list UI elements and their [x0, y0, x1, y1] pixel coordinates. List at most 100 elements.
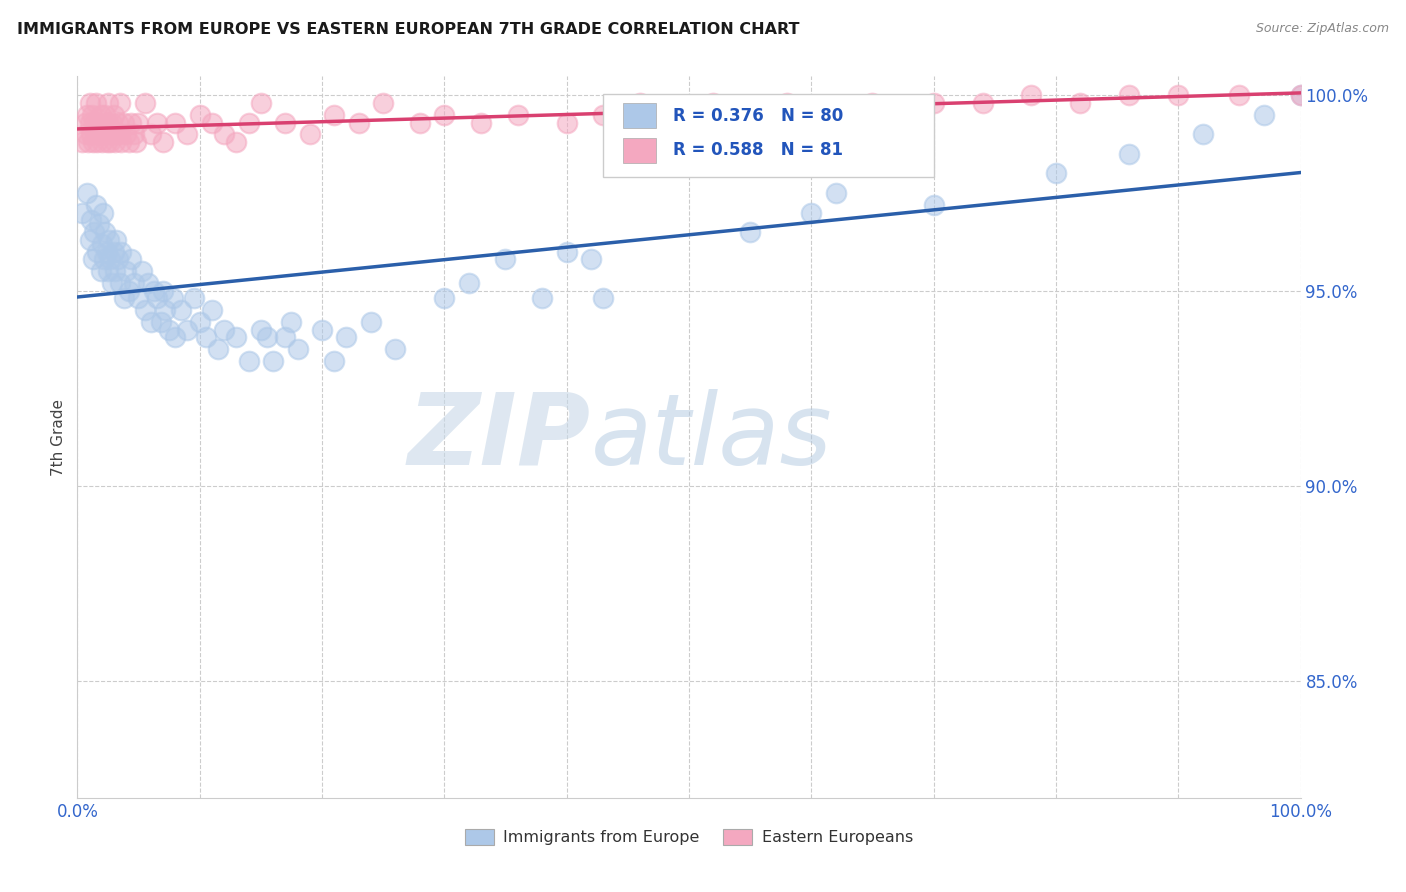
Point [100, 116, 122, 130]
Point [162, 292, 184, 306]
Point [98, 128, 121, 142]
Point [280, 315, 302, 329]
Point [225, 135, 247, 149]
Point [323, 108, 346, 122]
Point [922, 96, 945, 111]
Point [274, 330, 297, 344]
Point [134, 96, 156, 111]
Point [165, 330, 187, 344]
FancyBboxPatch shape [603, 94, 934, 177]
Point [457, 276, 479, 290]
Point [105, 128, 128, 142]
Point [86, 244, 108, 259]
Point [91, 116, 114, 130]
Point [740, 108, 762, 122]
Point [82, 135, 104, 149]
Point [98, 233, 121, 247]
Point [80, 108, 103, 122]
Point [76, 186, 98, 200]
Point [89, 128, 111, 142]
Point [702, 96, 724, 111]
Point [80, 213, 103, 227]
Point [108, 276, 131, 290]
Point [188, 315, 211, 329]
Point [740, 225, 762, 239]
Point [82, 252, 104, 267]
Point [506, 108, 529, 122]
Point [212, 128, 235, 142]
Point [170, 303, 193, 318]
Point [96, 135, 118, 149]
Point [105, 233, 128, 247]
Point [152, 135, 174, 149]
Point [155, 303, 177, 318]
Point [83, 225, 105, 239]
Point [122, 128, 145, 142]
Point [98, 135, 121, 149]
Point [125, 135, 148, 149]
Point [108, 96, 131, 111]
Point [1167, 88, 1189, 103]
Point [84, 197, 107, 211]
Point [238, 354, 260, 368]
Point [100, 276, 122, 290]
Point [433, 108, 456, 122]
Text: R = 0.376   N = 80: R = 0.376 N = 80 [673, 107, 844, 125]
Point [75, 128, 97, 142]
Point [79, 96, 101, 111]
Point [84, 96, 107, 111]
Point [212, 323, 235, 337]
Point [409, 116, 432, 130]
Point [89, 217, 111, 231]
Point [146, 116, 169, 130]
Point [157, 323, 180, 337]
Legend: Immigrants from Europe, Eastern Europeans: Immigrants from Europe, Eastern European… [458, 823, 920, 852]
Point [824, 186, 846, 200]
Point [90, 264, 112, 278]
Point [1191, 128, 1213, 142]
Point [862, 96, 884, 111]
Text: IMMIGRANTS FROM EUROPE VS EASTERN EUROPEAN 7TH GRADE CORRELATION CHART: IMMIGRANTS FROM EUROPE VS EASTERN EUROPE… [17, 22, 800, 37]
Point [176, 323, 198, 337]
Y-axis label: 7th Grade: 7th Grade [51, 399, 66, 475]
Point [592, 292, 614, 306]
Point [93, 128, 115, 142]
Point [1045, 166, 1067, 180]
Point [201, 116, 224, 130]
Point [120, 116, 142, 130]
Point [122, 276, 145, 290]
Point [91, 205, 114, 219]
Point [335, 330, 357, 344]
Point [94, 108, 117, 122]
Point [262, 354, 284, 368]
Point [665, 108, 688, 122]
Point [104, 135, 127, 149]
Point [112, 292, 135, 306]
Text: ZIP: ZIP [408, 389, 591, 485]
Point [107, 252, 129, 267]
Point [824, 108, 846, 122]
Point [360, 315, 382, 329]
Point [531, 292, 554, 306]
Point [139, 315, 162, 329]
Point [384, 342, 406, 356]
Point [207, 342, 229, 356]
Point [201, 303, 224, 318]
Point [86, 135, 108, 149]
Point [94, 225, 117, 239]
Text: R = 0.588   N = 81: R = 0.588 N = 81 [673, 142, 844, 160]
Point [127, 292, 149, 306]
Point [90, 135, 112, 149]
Point [146, 292, 169, 306]
Point [70, 205, 93, 219]
Point [1253, 108, 1275, 122]
Point [80, 128, 103, 142]
Point [139, 128, 162, 142]
Point [149, 315, 172, 329]
Point [256, 330, 278, 344]
Point [84, 128, 107, 142]
Point [118, 135, 141, 149]
Point [101, 128, 124, 142]
Point [97, 96, 120, 111]
Point [90, 236, 112, 251]
